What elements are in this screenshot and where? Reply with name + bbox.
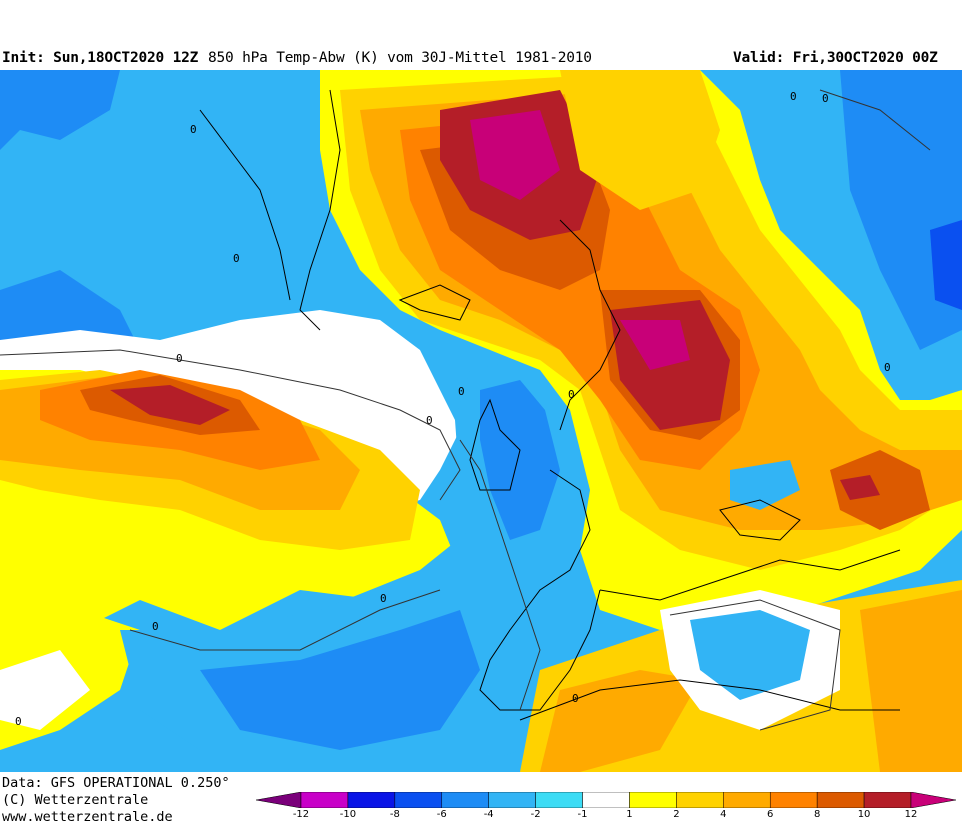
anomaly-area — [840, 70, 962, 350]
west-europe-coast-line — [479, 469, 601, 711]
zero-contours — [0, 89, 931, 731]
anomaly-area — [470, 110, 560, 200]
legend-tick-label: -1 — [577, 809, 588, 820]
contour-label: 0 — [426, 414, 433, 427]
legend-tick-label: -4 — [483, 809, 494, 820]
map-canvas: 0 0 0 0 0 0 0 0 0 0 0 0 0 — [0, 70, 962, 772]
legend-tick-label: 8 — [813, 809, 821, 820]
contour-label: 0 — [568, 388, 575, 401]
anomaly-area — [0, 650, 90, 730]
greenland-west-coast-line — [199, 109, 291, 301]
legend-tick-label: 12 — [904, 809, 918, 820]
iceland-coast-line — [398, 284, 471, 321]
anomaly-area — [200, 610, 480, 750]
zero-contour-line — [819, 89, 931, 151]
footer: Data: GFS OPERATIONAL 0.250° (C) Wetterz… — [0, 772, 962, 825]
legend-swatch — [347, 791, 396, 809]
legend-swatch — [535, 791, 583, 809]
anomaly-area — [540, 670, 700, 772]
legend-swatch — [676, 791, 724, 809]
contour-label: 0 — [190, 123, 197, 136]
anomaly-area — [560, 70, 720, 210]
data-source-label: Data: GFS OPERATIONAL 0.250° — [2, 775, 230, 791]
init-time-label: Init: Sun,18OCT2020 12Z — [2, 50, 199, 66]
legend-swatch — [863, 791, 912, 809]
legend-tick-label: -12 — [292, 809, 310, 820]
north-africa-coast-line — [519, 679, 900, 721]
anomaly-area — [830, 450, 930, 530]
contour-label: 0 — [458, 385, 465, 398]
contour-label: 0 — [884, 361, 891, 374]
anomaly-area — [480, 380, 560, 540]
anomaly-map: 0 0 0 0 0 0 0 0 0 0 0 0 0 — [0, 70, 962, 772]
greenland-coast-line — [299, 89, 341, 331]
legend-tick-label: 4 — [720, 809, 727, 820]
zero-contour-line — [129, 589, 441, 651]
contour-label: 0 — [176, 352, 183, 365]
legend-tick-label: 6 — [767, 809, 774, 820]
britain-coast-line — [469, 398, 521, 491]
copyright-label: (C) Wetterzentrale — [2, 792, 149, 808]
anomaly-area — [620, 320, 690, 370]
legend-tick-label: -8 — [389, 809, 400, 820]
contour-label: 0 — [152, 620, 159, 633]
anomaly-area — [730, 460, 800, 510]
legend-swatch — [582, 791, 630, 809]
legend-tick-label: 1 — [626, 809, 633, 820]
legend-tick-label: 2 — [673, 809, 680, 820]
legend-swatch — [300, 791, 349, 809]
legend-bar — [255, 791, 957, 809]
legend-tick-label: -10 — [339, 809, 357, 820]
contour-label: 0 — [572, 692, 579, 705]
contour-label: 0 — [790, 90, 797, 103]
scandinavia-coast-line — [559, 219, 621, 431]
zero-contour-line — [459, 439, 541, 711]
anomaly-area — [860, 590, 962, 772]
legend-swatch — [488, 791, 536, 809]
header: Init: Sun,18OCT2020 12Z 850 hPa Temp-Abw… — [0, 0, 962, 70]
coastlines — [199, 89, 901, 721]
contour-label: 0 — [380, 592, 387, 605]
contour-labels: 0 0 0 0 0 0 0 0 0 0 0 0 0 — [15, 90, 891, 728]
legend-cap-left — [255, 791, 302, 809]
contour-label: 0 — [822, 92, 829, 105]
legend-swatch — [816, 791, 865, 809]
anomaly-area — [840, 475, 880, 500]
legend-tick-label: -2 — [530, 809, 541, 820]
contour-label: 0 — [233, 252, 240, 265]
black-sea-coast-line — [719, 499, 801, 541]
contour-label: 0 — [15, 715, 22, 728]
legend-tick-label: -6 — [436, 809, 447, 820]
color-legend: -12 -10 -8 -6 -4 -2 -1 1 2 4 6 8 10 12 — [255, 791, 957, 824]
mediterranean-north-coast-line — [599, 549, 901, 601]
anomaly-area — [930, 220, 962, 310]
anomaly-area — [0, 70, 120, 150]
legend-cap-right — [910, 791, 957, 809]
field-title: 850 hPa Temp-Abw (K) vom 30J-Mittel 1981… — [208, 50, 592, 66]
valid-time-label: Valid: Fri,30OCT2020 00Z — [733, 50, 938, 66]
legend-swatch — [723, 791, 771, 809]
legend-swatch — [769, 791, 818, 809]
zero-contour-line — [669, 599, 841, 731]
legend-swatch — [394, 791, 443, 809]
website-label: www.wetterzentrale.de — [2, 809, 173, 825]
anomaly-area — [690, 610, 810, 700]
zero-contour-line — [0, 349, 461, 501]
legend-swatch — [441, 791, 489, 809]
anomaly-area — [110, 385, 230, 425]
legend-tick-label: 10 — [857, 809, 871, 820]
legend-swatch — [629, 791, 677, 809]
